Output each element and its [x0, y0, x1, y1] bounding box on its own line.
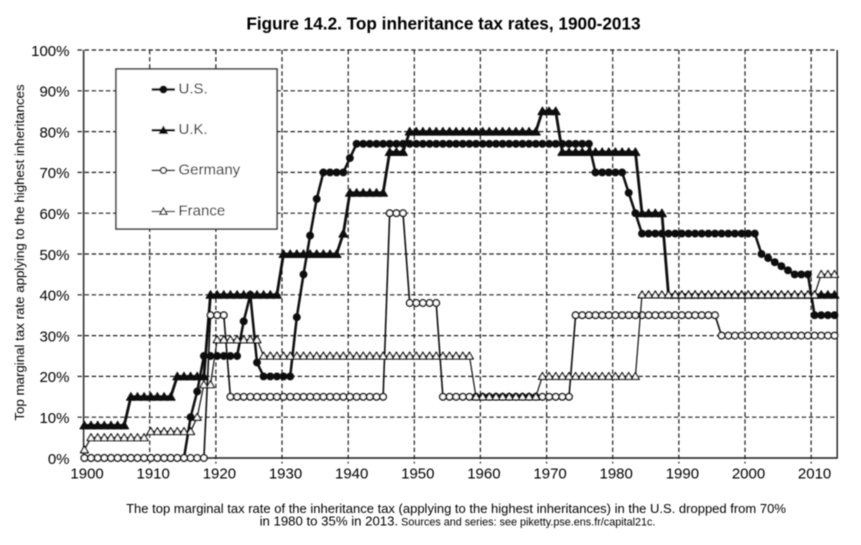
svg-text:90%: 90% — [39, 84, 69, 101]
svg-text:1940: 1940 — [335, 466, 368, 483]
svg-text:U.K.: U.K. — [179, 121, 208, 138]
svg-text:U.S.: U.S. — [179, 80, 208, 97]
svg-text:1950: 1950 — [401, 466, 434, 483]
svg-text:Germany: Germany — [179, 161, 241, 178]
svg-text:30%: 30% — [39, 328, 69, 345]
svg-text:2010: 2010 — [798, 466, 831, 483]
svg-text:80%: 80% — [39, 124, 69, 141]
svg-text:1910: 1910 — [137, 466, 170, 483]
svg-text:70%: 70% — [39, 165, 69, 182]
svg-text:60%: 60% — [39, 206, 69, 223]
svg-text:0%: 0% — [48, 451, 70, 468]
svg-text:50%: 50% — [39, 247, 69, 264]
svg-text:1930: 1930 — [269, 466, 302, 483]
svg-text:Figure 14.2. Top inheritance t: Figure 14.2. Top inheritance tax rates, … — [246, 14, 640, 34]
svg-text:1900: 1900 — [70, 466, 103, 483]
svg-text:1970: 1970 — [533, 466, 566, 483]
svg-text:1990: 1990 — [666, 466, 699, 483]
svg-text:in 1980 to 35% in 2013. Source: in 1980 to 35% in 2013. Sources and seri… — [260, 514, 656, 529]
svg-text:2000: 2000 — [732, 466, 765, 483]
svg-text:100%: 100% — [31, 43, 69, 60]
svg-text:20%: 20% — [39, 369, 69, 386]
svg-text:France: France — [179, 202, 226, 219]
svg-text:Top marginal tax rate applying: Top marginal tax rate applying to the hi… — [12, 84, 27, 421]
svg-text:1920: 1920 — [203, 466, 236, 483]
svg-text:The top marginal tax rate of t: The top marginal tax rate of the inherit… — [126, 501, 786, 516]
svg-text:1960: 1960 — [467, 466, 500, 483]
svg-text:1980: 1980 — [600, 466, 633, 483]
svg-text:10%: 10% — [39, 410, 69, 427]
svg-text:40%: 40% — [39, 288, 69, 305]
